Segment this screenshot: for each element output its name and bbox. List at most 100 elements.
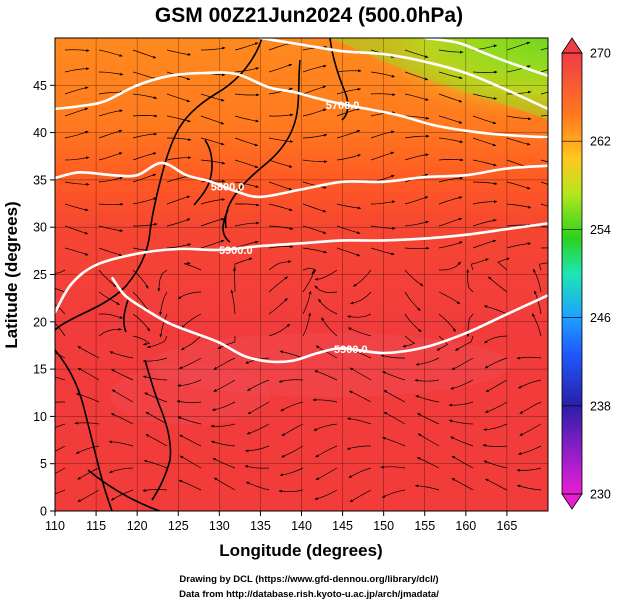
wind-arrow [517,445,542,455]
wind-arrow [210,440,236,447]
wind-arrow [64,156,90,161]
wind-arrow [268,159,293,168]
wind-arrow [302,247,328,254]
wind-arrow [178,357,202,369]
x-tick-label: 160 [455,519,476,533]
wind-arrow [532,313,542,337]
wind-arrow [64,181,90,186]
wind-arrow [336,247,361,257]
wind-arrow [166,137,192,141]
wind-arrow [166,115,191,123]
wind-arrow [99,313,124,319]
wind-arrow [438,196,463,205]
x-tick-label: 125 [168,519,189,533]
wind-arrow [370,130,395,139]
wind-arrow [506,115,532,121]
wind-streamlines [55,41,548,503]
wind-arrow [98,269,117,288]
wind-arrow [370,93,396,96]
wind-arrow [166,243,192,249]
wind-arrow [98,71,124,76]
wind-arrow [278,489,304,493]
wind-arrow [438,93,463,103]
wind-arrow [483,460,508,469]
wind-arrow [64,247,89,256]
wind-arrow [211,401,236,411]
wind-arrow [268,181,293,191]
wind-arrow [98,109,123,117]
wind-arrow [416,457,440,469]
wind-arrow [472,200,498,205]
wind-arrow [234,181,260,188]
wind-arrow [540,69,548,73]
wind-arrow [281,423,304,437]
y-tick-label: 10 [33,410,47,424]
wind-arrow [234,221,260,227]
wind-arrow [506,65,531,73]
wind-arrow [234,42,259,51]
wind-arrow [77,346,100,359]
wind-arrow [268,298,288,315]
wind-arrow [98,152,123,161]
wind-arrow [404,134,430,139]
wind-arrow [166,218,191,227]
wind-arrow [132,173,157,183]
wind-arrow [55,423,66,428]
wind-arrow [213,379,236,392]
x-tick-label: 145 [332,519,353,533]
credit-drawing: Drawing by DCL (https://www.gfd-dennou.o… [179,574,438,585]
wind-arrow [98,49,123,57]
wind-arrow [438,217,463,227]
wind-arrow [268,323,291,337]
y-tick-label: 40 [33,126,47,140]
wind-arrow [404,220,430,227]
cold-core-shading [330,38,548,120]
wind-arrow [336,69,362,73]
wind-arrow [483,335,508,344]
wind-arrow [279,467,304,477]
wind-arrow [55,352,66,359]
colorbar-ticks: 230 238 246 254 262 270 [562,47,611,502]
wind-arrow [234,159,259,168]
wind-arrow [302,159,328,163]
x-tick-label: 120 [127,519,148,533]
wind-arrow [200,198,226,205]
wind-arrow [370,200,396,205]
wind-arrow [132,197,157,205]
wind-arrow [268,225,294,230]
coastlines [55,38,349,511]
colorbar-tick-label: 238 [590,399,611,413]
wind-arrow [98,129,123,139]
wind-arrow [540,181,548,185]
wind-arrow [540,91,548,95]
wind-arrow [436,335,449,351]
wind-arrow [166,175,191,183]
contour-label: 5800.0 [211,182,245,194]
wind-arrow [540,114,548,117]
wind-arrow [485,478,508,491]
wind-arrow [370,151,395,161]
wind-arrow [268,260,292,271]
x-tick-label: 155 [414,519,435,533]
wind-arrow [472,115,497,124]
wind-arrow [506,242,532,249]
wind-arrow [55,467,66,474]
wind-arrow [132,93,158,99]
wind-arrow [64,86,89,95]
wind-arrow [534,290,542,315]
coastline-japan [222,59,301,243]
wind-arrow [314,370,338,381]
wind-arrow [315,445,338,458]
wind-arrow [313,423,338,431]
wind-arrow [415,395,440,403]
x-tick-label: 165 [496,519,517,533]
wind-arrow [200,239,225,249]
wind-arrow [234,93,260,97]
wind-arrow [302,312,311,337]
wind-arrow [132,114,158,118]
wind-arrow [55,401,65,403]
wind-arrow [55,304,66,315]
wind-arrow [349,291,372,305]
wind-arrow [159,313,168,338]
wind-arrow [166,195,191,205]
